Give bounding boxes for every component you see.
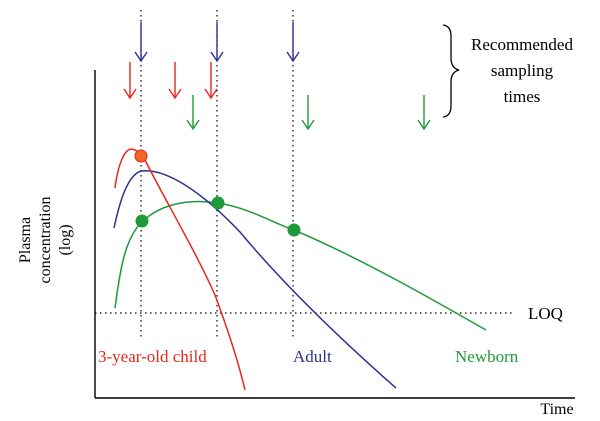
arrow-adult-1 [134,22,148,63]
label-newborn: Newborn [455,347,519,366]
ylabel-line-2: concentration [37,196,54,283]
annotation-line-2: sampling [491,61,554,80]
curve-adult [113,170,397,389]
arrow-adult-3 [286,22,300,63]
ylabel-line-3: (log) [57,224,74,255]
annotation-line-3: times [504,87,541,106]
marker-newborn-3 [287,223,301,237]
arrows-adult [134,22,300,63]
label-child: 3-year-old child [98,347,207,366]
curly-brace [442,24,460,118]
arrow-child-3 [204,62,218,100]
curve-newborn [114,200,487,331]
annotation-line-1: Recommended [471,35,573,54]
arrow-newborn-2 [301,95,315,131]
arrows-newborn [186,95,431,131]
xlabel: Time [540,401,573,418]
curve-child [114,148,246,391]
arrow-child-1 [123,62,137,100]
marker-child [134,149,148,163]
arrow-adult-2 [210,22,224,63]
arrows-child [123,62,218,100]
label-adult: Adult [293,347,332,366]
loq-label: LOQ [528,304,563,323]
ylabel-line-1: Plasma [17,217,34,263]
arrow-newborn-3 [417,95,431,131]
arrow-newborn-1 [186,95,200,131]
arrow-child-2 [168,62,182,100]
marker-newborn-2 [211,196,225,210]
marker-newborn-1 [135,214,149,228]
